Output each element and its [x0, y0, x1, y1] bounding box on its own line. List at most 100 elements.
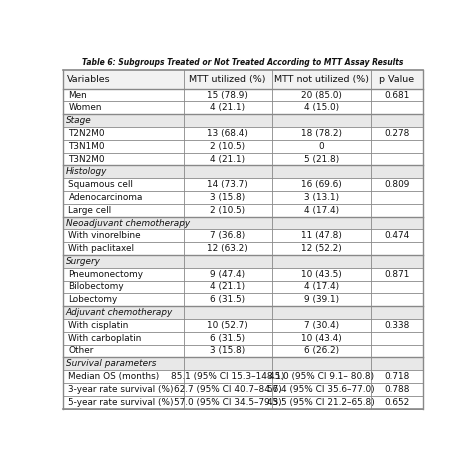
Text: Women: Women [68, 103, 102, 112]
Text: 2 (10.5): 2 (10.5) [210, 142, 245, 151]
Bar [63, 89, 423, 101]
Text: Adenocarcinoma: Adenocarcinoma [68, 193, 143, 202]
Text: 0.338: 0.338 [384, 321, 410, 330]
Text: 20 (85.0): 20 (85.0) [301, 90, 342, 100]
Text: MTT utilized (%): MTT utilized (%) [190, 75, 266, 84]
Text: 3 (15.8): 3 (15.8) [210, 193, 245, 202]
Text: 5 (21.8): 5 (21.8) [304, 154, 339, 164]
Text: 0.474: 0.474 [384, 231, 410, 240]
Text: 0.788: 0.788 [384, 385, 410, 394]
Text: 45.0 (95% CI 9.1– 80.8): 45.0 (95% CI 9.1– 80.8) [269, 372, 374, 381]
Bar [63, 383, 423, 396]
Text: 57.0 (95% CI 34.5–79.5): 57.0 (95% CI 34.5–79.5) [174, 398, 282, 407]
Bar [63, 396, 423, 408]
Bar [63, 217, 423, 230]
Text: Variables: Variables [66, 75, 110, 84]
Text: 5-year rate survival (%): 5-year rate survival (%) [68, 398, 174, 407]
Text: Survival parameters: Survival parameters [66, 359, 156, 368]
Text: Adjuvant chemotherapy: Adjuvant chemotherapy [66, 308, 173, 317]
Text: 11 (47.8): 11 (47.8) [301, 231, 342, 240]
Text: 0.278: 0.278 [384, 129, 410, 138]
Text: 4 (17.4): 4 (17.4) [304, 206, 339, 215]
Text: 9 (39.1): 9 (39.1) [304, 296, 339, 304]
Text: 12 (63.2): 12 (63.2) [207, 244, 248, 253]
Bar [63, 114, 423, 127]
Text: With cisplatin: With cisplatin [68, 321, 129, 330]
Text: Table 6: Subgroups Treated or Not Treated According to MTT Assay Results: Table 6: Subgroups Treated or Not Treate… [82, 58, 404, 67]
Text: 6 (31.5): 6 (31.5) [210, 296, 245, 304]
Bar [63, 370, 423, 383]
Text: 0.718: 0.718 [384, 372, 410, 381]
Bar [63, 140, 423, 153]
Text: Other: Other [68, 347, 94, 355]
Text: 62.7 (95% CI 40.7–84.7): 62.7 (95% CI 40.7–84.7) [174, 385, 282, 394]
Bar [63, 281, 423, 293]
Text: 18 (78.2): 18 (78.2) [301, 129, 342, 138]
Text: 9 (47.4): 9 (47.4) [210, 270, 245, 279]
Text: 10 (43.5): 10 (43.5) [301, 270, 342, 279]
Text: 6 (31.5): 6 (31.5) [210, 334, 245, 343]
Text: Histology: Histology [66, 167, 107, 177]
Text: 56.4 (95% CI 35.6–77.0): 56.4 (95% CI 35.6–77.0) [267, 385, 375, 394]
Bar [63, 70, 423, 89]
Text: T2N2M0: T2N2M0 [68, 129, 105, 138]
Text: T3N2M0: T3N2M0 [68, 154, 105, 164]
Bar [63, 344, 423, 357]
Bar [63, 153, 423, 165]
Text: 13 (68.4): 13 (68.4) [207, 129, 248, 138]
Text: Squamous cell: Squamous cell [68, 180, 133, 189]
Text: 3 (15.8): 3 (15.8) [210, 347, 245, 355]
Text: 0.871: 0.871 [384, 270, 410, 279]
Bar [63, 332, 423, 344]
Bar [63, 293, 423, 306]
Bar [63, 230, 423, 242]
Text: 0.681: 0.681 [384, 90, 410, 100]
Text: 0: 0 [319, 142, 324, 151]
Text: 43.5 (95% CI 21.2–65.8): 43.5 (95% CI 21.2–65.8) [267, 398, 375, 407]
Bar [63, 165, 423, 178]
Bar [63, 101, 423, 114]
Text: Stage: Stage [66, 116, 91, 125]
Text: Surgery: Surgery [66, 257, 101, 266]
Text: 3-year rate survival (%): 3-year rate survival (%) [68, 385, 174, 394]
Text: 3 (13.1): 3 (13.1) [304, 193, 339, 202]
Text: 0.652: 0.652 [384, 398, 410, 407]
Text: MTT not utilized (%): MTT not utilized (%) [273, 75, 369, 84]
Text: 4 (15.0): 4 (15.0) [304, 103, 339, 112]
Bar [63, 127, 423, 140]
Text: 15 (78.9): 15 (78.9) [207, 90, 248, 100]
Text: Men: Men [68, 90, 87, 100]
Text: Bilobectomy: Bilobectomy [68, 283, 124, 291]
Text: 16 (69.6): 16 (69.6) [301, 180, 342, 189]
Text: 6 (26.2): 6 (26.2) [304, 347, 339, 355]
Text: Pneumonectomy: Pneumonectomy [68, 270, 144, 279]
Text: 2 (10.5): 2 (10.5) [210, 206, 245, 215]
Text: 12 (52.2): 12 (52.2) [301, 244, 342, 253]
Text: 10 (52.7): 10 (52.7) [207, 321, 248, 330]
Text: 7 (36.8): 7 (36.8) [210, 231, 245, 240]
Bar [63, 255, 423, 268]
Text: Large cell: Large cell [68, 206, 111, 215]
Bar [63, 268, 423, 281]
Text: 4 (21.1): 4 (21.1) [210, 103, 245, 112]
Text: T3N1M0: T3N1M0 [68, 142, 105, 151]
Text: Lobectomy: Lobectomy [68, 296, 118, 304]
Text: 4 (17.4): 4 (17.4) [304, 283, 339, 291]
Text: 85.1 (95% CI 15.3–148.1): 85.1 (95% CI 15.3–148.1) [171, 372, 284, 381]
Text: 10 (43.4): 10 (43.4) [301, 334, 342, 343]
Text: 4 (21.1): 4 (21.1) [210, 154, 245, 164]
Text: With carboplatin: With carboplatin [68, 334, 142, 343]
Text: p Value: p Value [379, 75, 414, 84]
Text: 14 (73.7): 14 (73.7) [207, 180, 248, 189]
Text: 7 (30.4): 7 (30.4) [304, 321, 339, 330]
Bar [63, 357, 423, 370]
Bar [63, 204, 423, 217]
Text: With paclitaxel: With paclitaxel [68, 244, 135, 253]
Text: 4 (21.1): 4 (21.1) [210, 283, 245, 291]
Text: Neoadjuvant chemotherapy: Neoadjuvant chemotherapy [66, 219, 190, 228]
Text: With vinorelbine: With vinorelbine [68, 231, 141, 240]
Bar [63, 191, 423, 204]
Bar [63, 242, 423, 255]
Bar [63, 319, 423, 332]
Text: Median OS (months): Median OS (months) [68, 372, 160, 381]
